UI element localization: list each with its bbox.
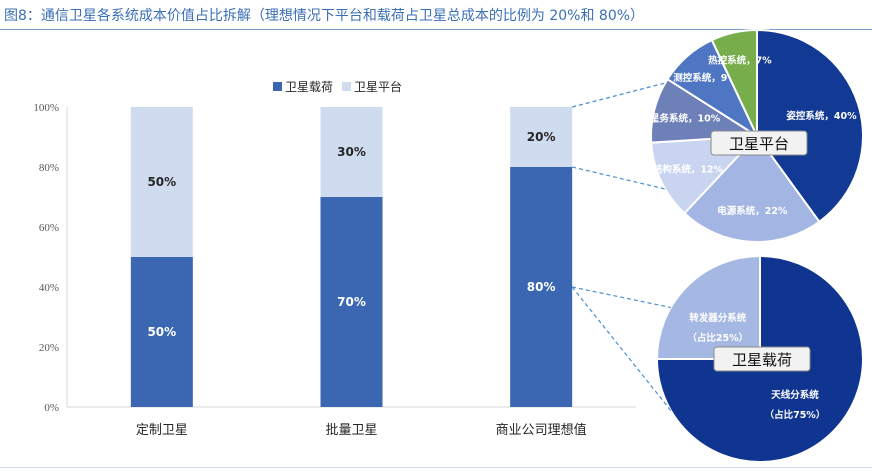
bar-segment	[130, 107, 193, 257]
pie-title-box	[713, 346, 811, 372]
pie-slice-sublabel: （占比25%）	[687, 332, 748, 344]
bar-segment	[510, 167, 573, 407]
pie-slice-label: 电源系统，22%	[717, 205, 788, 217]
figure-title: 图8：通信卫星各系统成本价值占比拆解（理想情况下平台和载荷占卫星总成本的比例为 …	[4, 8, 645, 24]
y-tick-label: 0%	[44, 402, 59, 414]
connector-line	[572, 82, 666, 108]
bottom-rule	[0, 467, 872, 468]
y-tick-label: 40%	[39, 282, 59, 294]
legend-swatch	[342, 82, 351, 91]
pie-slice-label: 天线分系统	[771, 389, 819, 401]
pie-slice-label: 结构系统，12%	[652, 163, 724, 175]
bar-data-label: 30%	[337, 145, 366, 159]
pie-title: 卫星平台	[729, 135, 789, 153]
bar-segment	[320, 197, 383, 407]
bar-segment	[320, 107, 383, 197]
legend-label: 卫星平台	[354, 79, 402, 94]
pie-slice-sublabel: （占比75%）	[765, 409, 826, 421]
x-category-label: 批量卫星	[325, 423, 377, 438]
pie-slice-label: 测控系统，9%	[673, 72, 737, 84]
pie-slice	[756, 28, 864, 224]
connector-line	[572, 166, 666, 190]
bar-data-label: 50%	[147, 325, 176, 339]
pie-slice	[683, 134, 821, 243]
pie-slice-label: 转发器分系统	[689, 312, 747, 324]
x-category-label: 定制卫星	[136, 423, 188, 438]
pie-title-box	[710, 130, 808, 156]
bar-data-label: 80%	[527, 280, 556, 294]
pie-slice-label: 星务系统，10%	[650, 113, 721, 125]
pie-title: 卫星载荷	[732, 351, 792, 369]
bar-data-label: 20%	[527, 130, 556, 144]
bar-data-label: 50%	[147, 175, 176, 189]
bar-segment	[510, 107, 573, 167]
pie-slice	[655, 254, 761, 360]
legend-swatch	[273, 82, 282, 91]
connector-line	[572, 286, 671, 309]
x-category-label: 商业公司理想值	[496, 422, 587, 438]
pie-slice	[655, 254, 864, 463]
y-tick-label: 100%	[33, 102, 59, 114]
legend-label: 卫星载荷	[285, 80, 333, 94]
bar-segment	[130, 257, 193, 407]
y-tick-label: 20%	[39, 342, 59, 354]
title-rule	[0, 29, 872, 30]
y-tick-label: 80%	[39, 162, 59, 174]
pie-slice-label: 热控系统，7%	[708, 54, 772, 66]
pie-slice-label: 姿控系统，40%	[786, 110, 857, 122]
y-tick-label: 60%	[39, 222, 59, 234]
connector-line	[571, 286, 672, 411]
bar-data-label: 70%	[337, 295, 366, 309]
pie-slice	[710, 28, 758, 137]
